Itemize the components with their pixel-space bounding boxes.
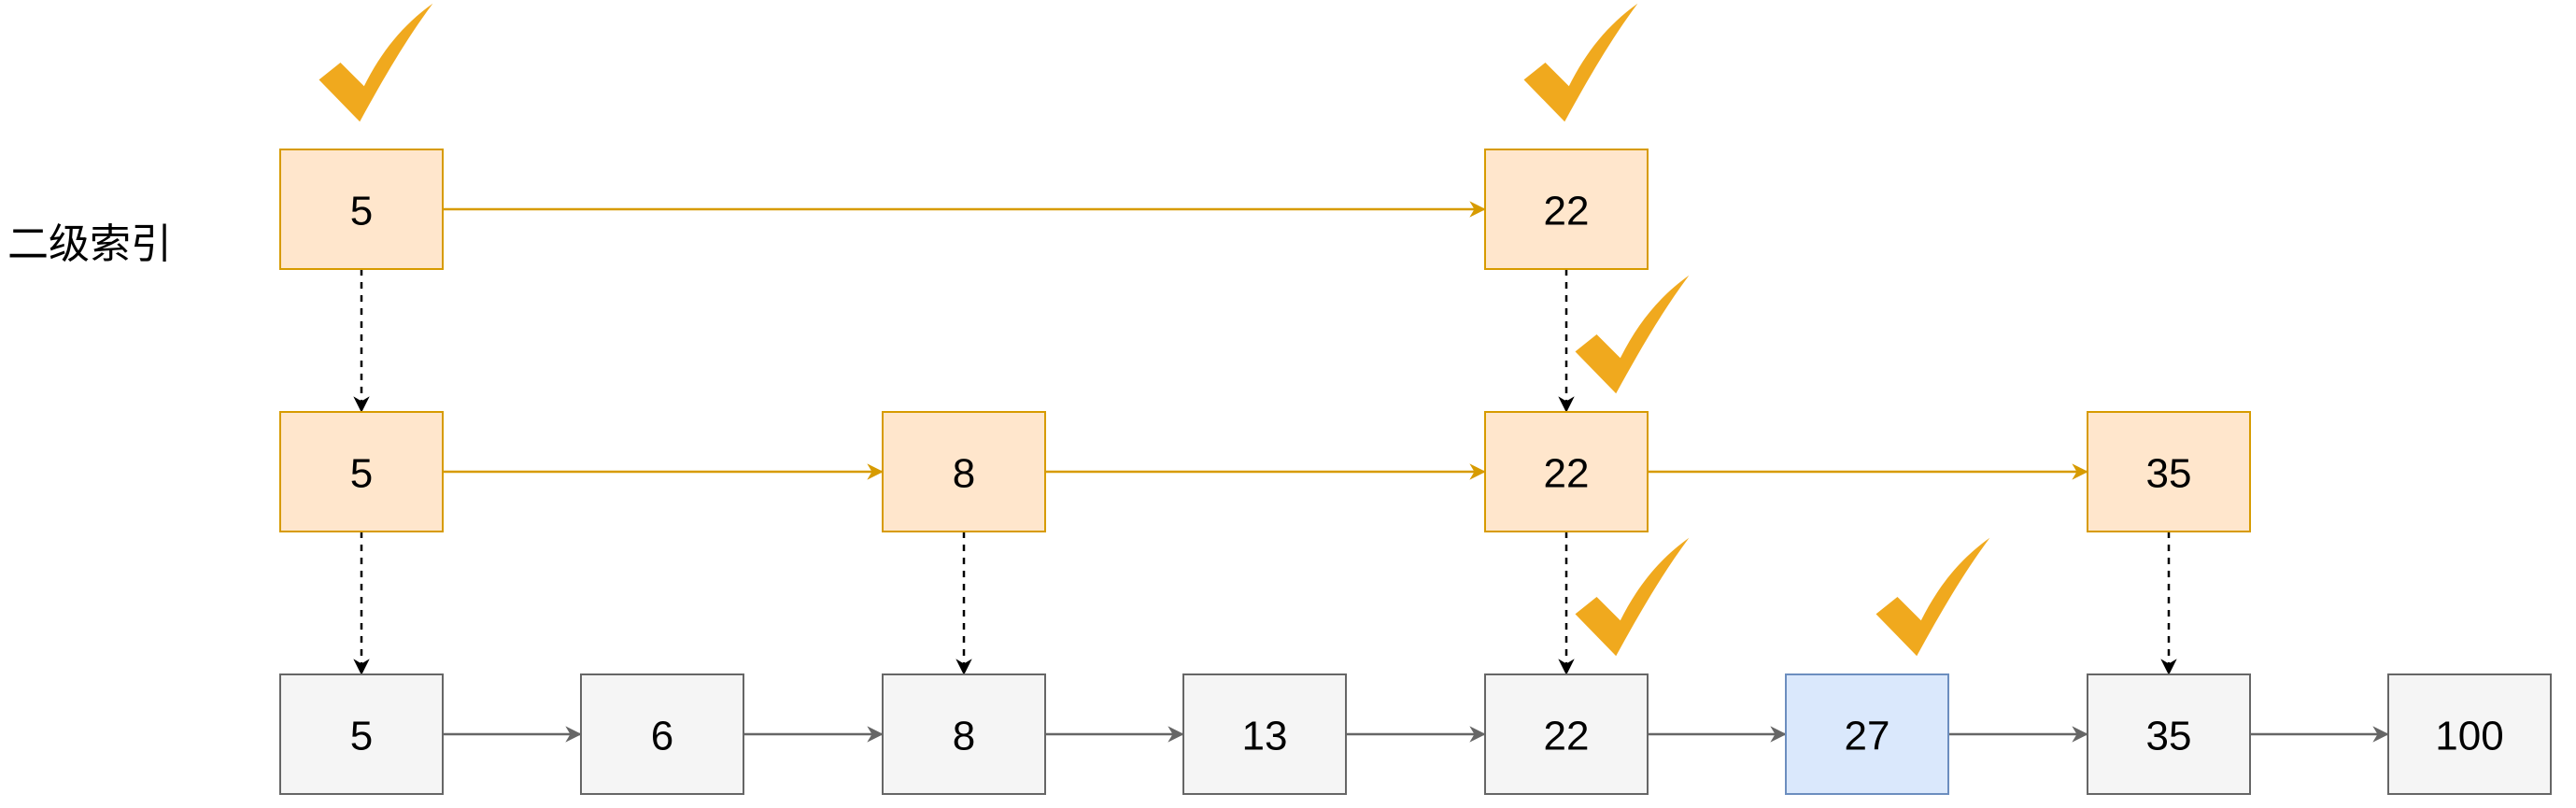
node-value: 35 xyxy=(2146,714,2192,759)
node-box xyxy=(882,411,1046,532)
check-mark-icon xyxy=(1523,3,1638,122)
node-box xyxy=(1484,673,1649,795)
node-box xyxy=(882,673,1046,795)
index-level-1-node: 8 xyxy=(882,411,1046,532)
check-mark-icon xyxy=(1575,537,1690,657)
node-value: 6 xyxy=(651,714,673,759)
index-level-2-node: 22 xyxy=(1484,149,1649,270)
check-mark-icon xyxy=(1875,537,1990,657)
base-list-node: 8 xyxy=(882,673,1046,795)
base-list-node: 13 xyxy=(1182,673,1347,795)
node-value: 13 xyxy=(1242,714,1288,759)
index-level-2-node: 5 xyxy=(279,149,444,270)
node-box xyxy=(1484,149,1649,270)
node-box xyxy=(1785,673,1949,795)
node-value: 5 xyxy=(350,714,373,759)
base-list-node: 35 xyxy=(2087,673,2251,795)
check-mark-icon xyxy=(1575,275,1690,394)
check-mark-icon xyxy=(318,3,433,122)
node-box xyxy=(279,411,444,532)
node-box xyxy=(2087,411,2251,532)
node-value: 8 xyxy=(953,714,975,759)
base-list-node: 6 xyxy=(580,673,744,795)
node-value: 5 xyxy=(350,189,373,234)
node-box xyxy=(1484,411,1649,532)
node-box xyxy=(279,673,444,795)
base-list-node: 5 xyxy=(279,673,444,795)
index-level-1-node: 35 xyxy=(2087,411,2251,532)
base-list-node: 22 xyxy=(1484,673,1649,795)
node-value: 100 xyxy=(2435,714,2503,759)
base-list-node: 100 xyxy=(2387,673,2552,795)
node-value: 22 xyxy=(1544,451,1590,497)
node-value: 8 xyxy=(953,451,975,497)
node-box xyxy=(580,673,744,795)
index-level-1-node: 5 xyxy=(279,411,444,532)
node-value: 35 xyxy=(2146,451,2192,497)
index-level-1-node: 22 xyxy=(1484,411,1649,532)
node-box xyxy=(2387,673,2552,795)
node-box xyxy=(279,149,444,270)
base-list-node: 27 xyxy=(1785,673,1949,795)
node-value: 22 xyxy=(1544,714,1590,759)
node-value: 5 xyxy=(350,451,373,497)
node-value: 22 xyxy=(1544,189,1590,234)
level-label: 二级索引 xyxy=(7,220,172,268)
node-box xyxy=(2087,673,2251,795)
node-value: 27 xyxy=(1845,714,1890,759)
node-box xyxy=(1182,673,1347,795)
